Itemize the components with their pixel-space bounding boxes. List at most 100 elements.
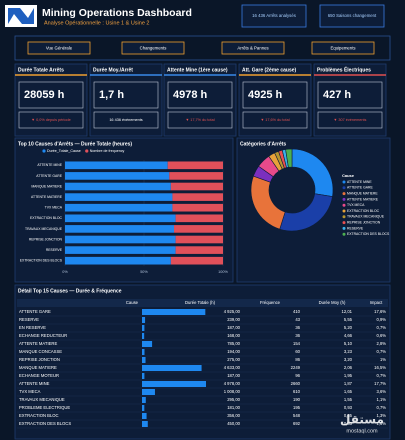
cell-duree: 168,00 (227, 333, 240, 338)
y-tick-label: REPRISE JONCTION (29, 237, 63, 241)
nav-bar (14, 35, 391, 61)
cell-moy: 1,87 (344, 381, 353, 386)
bar-segment (175, 246, 223, 254)
kpi-note-box (167, 111, 233, 129)
legend-label: EXTRACTION DES BLOCS (347, 232, 390, 236)
cell-impact: 17,7% (374, 381, 386, 386)
cell-cause: TRAVAUX MECANIQUE (19, 397, 65, 402)
legend-label: EXTRACTION BLOC (347, 209, 380, 213)
cell-freq: 154 (293, 341, 301, 346)
cell-moy: 3,20 (344, 357, 353, 362)
bar-segment (167, 161, 223, 170)
bar-segment (172, 193, 223, 201)
cell-cause: ATTENTE GARE (19, 309, 51, 314)
legend-label: Durée_Totale_Cause (47, 149, 81, 153)
kpi-note: ▼ 17,6% du total (260, 118, 289, 122)
kpi-label: Att. Gare (2ème cause) (242, 67, 297, 73)
cell-duree: 239,00 (227, 317, 240, 322)
dashboard-title: Mining Operations Dashboard (42, 7, 192, 19)
kpi-value-box (93, 81, 159, 109)
cell-cause: EXTRACTION BLOC (19, 413, 59, 418)
bar-segment (65, 246, 176, 254)
cell-duree: 194,00 (227, 349, 240, 354)
kpi-label: Attente Mine (1ère cause) (167, 67, 228, 73)
cell-duree: 785,00 (227, 341, 240, 346)
cell-moy: 0,65 (344, 421, 353, 426)
nav-button[interactable] (311, 41, 375, 55)
kpi-value-box (18, 81, 84, 109)
x-tick-label: 50% (140, 270, 148, 274)
kpi-value-box (242, 81, 308, 109)
cell-freq: 96 (295, 373, 300, 378)
cell-duree: 450,00 (227, 421, 240, 426)
nav-button-label[interactable]: Arrêts & Pannes (237, 46, 268, 51)
cell-cause: MANQUE MATIERE (19, 365, 57, 370)
cell-cause: ATTENTE MATIERE (19, 341, 57, 346)
cell-duree: 187,00 (227, 373, 240, 378)
table-header-bg (17, 299, 388, 307)
cell-moy: 1,95 (344, 373, 353, 378)
cell-moy: 0,93 (344, 405, 353, 410)
cell-cause: EN RESERVE (19, 325, 46, 330)
legend-label: Nombre de frequency (90, 149, 125, 153)
nav-button-label[interactable]: Equipements (330, 46, 355, 51)
cell-impact: 0,7% (376, 405, 386, 410)
kpi-card (89, 63, 163, 137)
cell-cause: RESERVE (19, 317, 39, 322)
kpi-label: Durée Moy./Arrêt (93, 67, 133, 73)
cell-cause: EXTRACTION DES BLOCS (19, 421, 71, 426)
cell-freq: 610 (293, 389, 301, 394)
legend-label: MANQUE MATIERE (347, 191, 378, 195)
stat-box (241, 4, 307, 28)
nav-button[interactable] (121, 41, 185, 55)
cell-duree: 275,00 (227, 357, 240, 362)
y-tick-label: ATTENTE GARE (36, 174, 62, 178)
nav-button[interactable] (221, 41, 285, 55)
y-tick-label: TVX MECA (45, 206, 63, 210)
cell-freq: 60 (295, 349, 300, 354)
kpi-card (163, 63, 237, 137)
donut-slice (285, 148, 293, 168)
table-panel (14, 284, 391, 440)
cell-duree: 295,00 (227, 397, 240, 402)
nav-button[interactable] (27, 41, 91, 55)
cell-duree: 4 978,00 (224, 381, 241, 386)
kpi-note-box (317, 111, 383, 129)
cell-impact: 0,9% (376, 317, 386, 322)
legend-label: ATTENTE GARE (347, 186, 373, 190)
bar-segment (170, 256, 223, 265)
kpi-note: ▼ 307 événements (334, 118, 367, 122)
nav-button-label[interactable]: Vue Générale (46, 46, 73, 51)
stat-text: 650 Saisons changement (328, 13, 377, 18)
kpi-value: 28059 h (24, 89, 65, 101)
kpi-value: 4978 h (173, 89, 208, 101)
cell-freq: 36 (295, 325, 300, 330)
kpi-card (238, 63, 312, 137)
duree-bar (142, 309, 206, 315)
legend-swatch (342, 186, 346, 190)
kpi-note: 16 436 événements (109, 118, 142, 122)
duree-bar (142, 333, 145, 339)
nav-button-label[interactable]: Changements (140, 46, 167, 51)
kpi-note-box (18, 111, 84, 129)
cell-duree: 187,00 (227, 325, 240, 330)
bar-segment (65, 182, 171, 191)
duree-bar (142, 405, 145, 411)
logo-mark (8, 8, 34, 24)
legend-swatch (42, 149, 46, 153)
legend-label: ATTENTE MATIERE (347, 197, 379, 201)
cell-cause: REPRISE JONCTION (19, 357, 60, 362)
cell-freq: 2249 (291, 365, 301, 370)
legend-title: Cause (342, 173, 355, 178)
bar-segment (65, 235, 176, 244)
kpi-card (14, 63, 88, 137)
cell-duree: 181,00 (227, 405, 240, 410)
chart-title: Catégories d'Arrêts (240, 141, 286, 147)
cell-moy: 4,66 (344, 333, 353, 338)
cell-cause: MANQUE CONCASSE (19, 349, 62, 354)
legend-swatch (342, 232, 346, 236)
kpi-note: ▼ 0,0% depuis période (31, 118, 70, 122)
bar-segment (65, 225, 175, 233)
bar-segment (169, 172, 223, 180)
